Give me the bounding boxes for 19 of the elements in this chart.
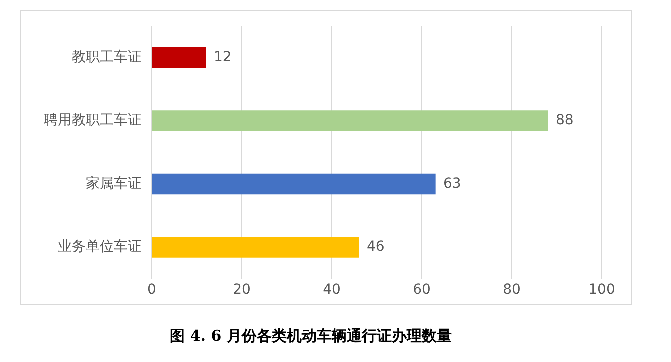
- x-tick-label: 60: [413, 282, 431, 298]
- bar: [152, 237, 360, 258]
- y-tick-label: 聘用教职工车证: [44, 112, 142, 129]
- x-tick-label: 0: [148, 282, 156, 298]
- bar: [152, 110, 548, 132]
- y-tick-label: 业务单位车证: [58, 239, 142, 256]
- bar: [152, 47, 206, 68]
- text: 图 4. 6 月份各类机动车辆通行证办理数量: [170, 326, 452, 345]
- bar: [152, 174, 436, 195]
- data-label: 88: [556, 112, 574, 129]
- data-label: 12: [214, 49, 232, 66]
- data-label: 63: [444, 176, 462, 192]
- y-tick-label: 教职工车证: [72, 49, 142, 66]
- x-tick-label: 80: [503, 282, 521, 298]
- x-tick-label: 40: [323, 282, 341, 298]
- y-tick-label: 家属车证: [86, 176, 142, 192]
- x-tick-label: 20: [233, 282, 251, 298]
- data-label: 46: [367, 239, 385, 256]
- x-tick-label: 100: [588, 282, 616, 298]
